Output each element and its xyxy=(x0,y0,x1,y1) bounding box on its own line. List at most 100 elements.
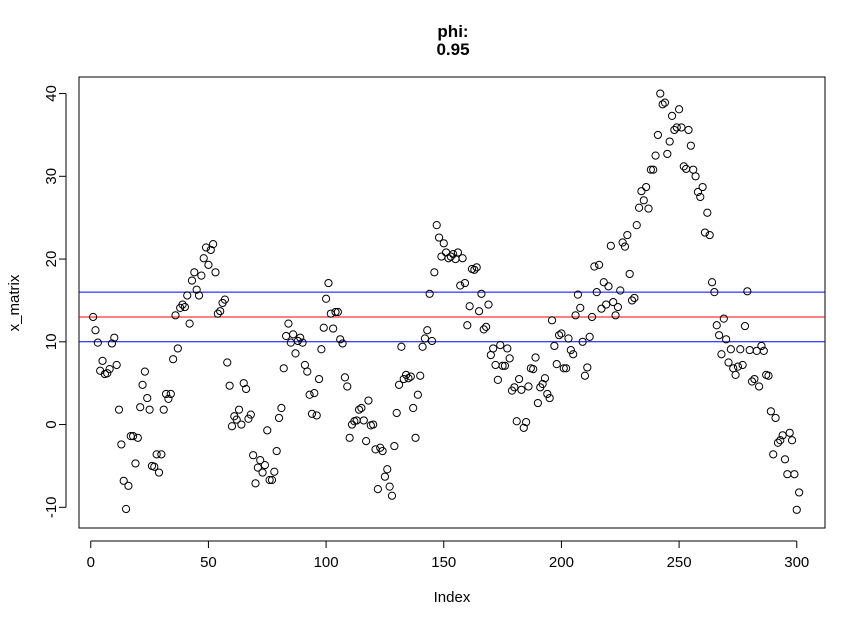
data-point xyxy=(301,361,308,368)
chart-title-line1: phi: xyxy=(437,22,468,41)
data-point xyxy=(497,342,504,349)
data-point xyxy=(322,295,329,302)
data-point xyxy=(92,327,99,334)
y-tick-label: 20 xyxy=(43,251,60,268)
data-point xyxy=(198,272,205,279)
chart-title-line2: 0.95 xyxy=(436,40,469,59)
y-tick-label: 30 xyxy=(43,168,60,185)
data-point xyxy=(718,351,725,358)
data-point xyxy=(438,253,445,260)
data-point xyxy=(308,410,315,417)
y-tick-label: 10 xyxy=(43,333,60,350)
data-point xyxy=(756,383,763,390)
data-point xyxy=(346,434,353,441)
x-axis-label: Index xyxy=(434,589,471,606)
data-point xyxy=(275,414,282,421)
data-point xyxy=(158,451,165,458)
data-point xyxy=(600,279,607,286)
data-point xyxy=(172,312,179,319)
data-point xyxy=(668,112,675,119)
data-point xyxy=(426,290,433,297)
data-point xyxy=(591,263,598,270)
data-point xyxy=(770,451,777,458)
data-point xyxy=(739,361,746,368)
data-point xyxy=(134,434,141,441)
data-point xyxy=(224,359,231,366)
data-point xyxy=(659,101,666,108)
data-point xyxy=(278,404,285,411)
data-point xyxy=(280,365,287,372)
data-point xyxy=(635,204,642,211)
data-point xyxy=(238,421,245,428)
data-point xyxy=(664,150,671,157)
data-point xyxy=(393,409,400,416)
data-point xyxy=(640,197,647,204)
data-point xyxy=(99,357,106,364)
data-point xyxy=(205,261,212,268)
y-axis: -10 0 10 20 30 40 xyxy=(43,85,66,518)
x-tick-label: 50 xyxy=(200,554,217,571)
data-point xyxy=(315,375,322,382)
data-point xyxy=(417,372,424,379)
data-point xyxy=(784,471,791,478)
data-point xyxy=(155,469,162,476)
data-point xyxy=(572,312,579,319)
reference-lines xyxy=(79,292,825,342)
data-point xyxy=(115,406,122,413)
data-point xyxy=(685,126,692,133)
data-point xyxy=(515,375,522,382)
data-point xyxy=(341,374,348,381)
data-point xyxy=(414,391,421,398)
data-point xyxy=(584,364,591,371)
data-point xyxy=(252,480,259,487)
data-point xyxy=(318,346,325,353)
x-tick-label: 300 xyxy=(784,554,809,571)
data-point xyxy=(598,305,605,312)
data-point xyxy=(139,381,146,388)
data-point xyxy=(330,325,337,332)
data-point xyxy=(372,446,379,453)
data-point xyxy=(365,397,372,404)
y-tick-label: 40 xyxy=(43,85,60,102)
data-point xyxy=(734,363,741,370)
data-point xyxy=(226,382,233,389)
data-point xyxy=(737,346,744,353)
data-point xyxy=(118,441,125,448)
data-point xyxy=(122,505,129,512)
data-point xyxy=(617,287,624,294)
data-point xyxy=(553,361,560,368)
data-point xyxy=(781,456,788,463)
data-point xyxy=(687,142,694,149)
data-point xyxy=(767,408,774,415)
data-point xyxy=(652,152,659,159)
data-point xyxy=(713,322,720,329)
data-point xyxy=(513,418,520,425)
data-point xyxy=(506,355,513,362)
data-point xyxy=(614,303,621,310)
data-point xyxy=(464,322,471,329)
data-point xyxy=(360,417,367,424)
data-point xyxy=(137,404,144,411)
data-point xyxy=(184,292,191,299)
data-point xyxy=(645,205,652,212)
data-point xyxy=(325,279,332,286)
data-point xyxy=(485,301,492,308)
data-point xyxy=(741,322,748,329)
data-point xyxy=(607,242,614,249)
data-point xyxy=(200,255,207,262)
data-point xyxy=(363,438,370,445)
data-point xyxy=(490,345,497,352)
data-point xyxy=(290,331,297,338)
data-point xyxy=(567,346,574,353)
data-point xyxy=(605,283,612,290)
data-point xyxy=(565,335,572,342)
data-point xyxy=(398,343,405,350)
data-point xyxy=(487,351,494,358)
data-point xyxy=(132,460,139,467)
data-point xyxy=(250,452,257,459)
data-point xyxy=(125,482,132,489)
data-point xyxy=(772,414,779,421)
data-point xyxy=(141,368,148,375)
data-point xyxy=(160,406,167,413)
